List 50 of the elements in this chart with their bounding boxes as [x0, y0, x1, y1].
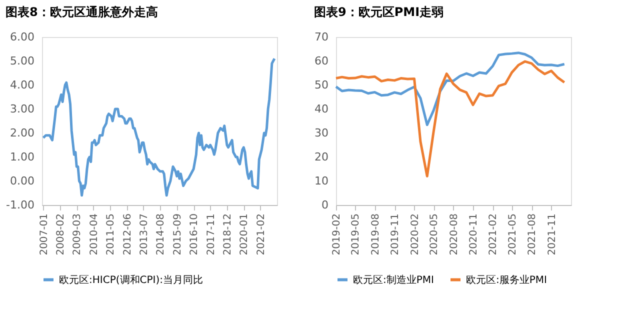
y-tick-label: 40: [314, 102, 328, 116]
x-tick-label: 2021-05: [507, 214, 518, 256]
legend-label: 欧元区:HICP(调和CPI):当月同比: [59, 274, 203, 286]
x-tick-label: 2019-05: [350, 214, 362, 256]
x-tick-label: 2020-02: [410, 214, 421, 256]
x-tick-label: 2018-12: [222, 214, 234, 256]
x-tick-label: 2010-04: [88, 214, 100, 256]
legend-label: 欧元区:制造业PMI: [353, 274, 434, 286]
x-tick-label: 2020-11: [468, 214, 480, 256]
x-tick-label: 2020-05: [429, 214, 440, 256]
x-tick-label: 2020-08: [448, 214, 460, 256]
x-tick-label: 2017-11: [206, 214, 217, 256]
y-tick-label: 4.00: [10, 78, 34, 92]
y-tick-label: 30: [314, 126, 328, 140]
x-tick-label: 2011-05: [106, 214, 117, 256]
x-tick-label: 2021-02: [256, 214, 267, 256]
x-tick-label: 2012-06: [122, 214, 134, 256]
y-tick-label: 6.00: [10, 30, 34, 44]
y-tick-label: 70: [314, 30, 328, 44]
y-tick-label: 10: [314, 174, 328, 188]
x-tick-label: 2009-03: [72, 214, 84, 256]
x-tick-label: 2014-08: [156, 214, 167, 256]
y-tick-label: -1.00: [6, 198, 34, 212]
x-tick-label: 2019-08: [370, 214, 382, 256]
x-tick-label: 2020-01: [239, 214, 250, 256]
legend-label: 欧元区:服务业PMI: [466, 274, 547, 286]
x-tick-label: 2019-02: [332, 214, 342, 256]
line-series: [42, 57, 276, 197]
y-tick-label: 5.00: [10, 54, 34, 68]
y-tick-label: 2.00: [10, 126, 34, 140]
line-series: [334, 60, 566, 178]
y-tick-label: 60: [314, 54, 328, 68]
x-tick-label: 2021-08: [527, 214, 538, 256]
y-tick-label: 0.00: [10, 174, 34, 188]
line-series: [334, 52, 566, 126]
x-tick-label: 2016-10: [189, 214, 200, 256]
x-tick-label: 2015-09: [172, 214, 184, 256]
y-tick-label: 50: [314, 78, 328, 92]
y-tick-label: 20: [314, 150, 328, 164]
x-tick-label: 2007-01: [38, 214, 50, 256]
x-tick-label: 2013-07: [138, 214, 150, 256]
x-tick-label: 2021-02: [488, 214, 500, 256]
chart-title: 图表8：欧元区通胀意外走高: [6, 5, 158, 19]
y-tick-label: 1.00: [10, 150, 34, 164]
x-tick-label: 2019-11: [390, 214, 402, 256]
y-tick-label: 3.00: [10, 102, 34, 116]
chart-title: 图表9：欧元区PMI走弱: [314, 5, 444, 19]
x-tick-label: 2021-11: [546, 214, 558, 256]
y-tick-label: 0: [322, 198, 328, 212]
x-tick-label: 2008-02: [56, 214, 67, 256]
